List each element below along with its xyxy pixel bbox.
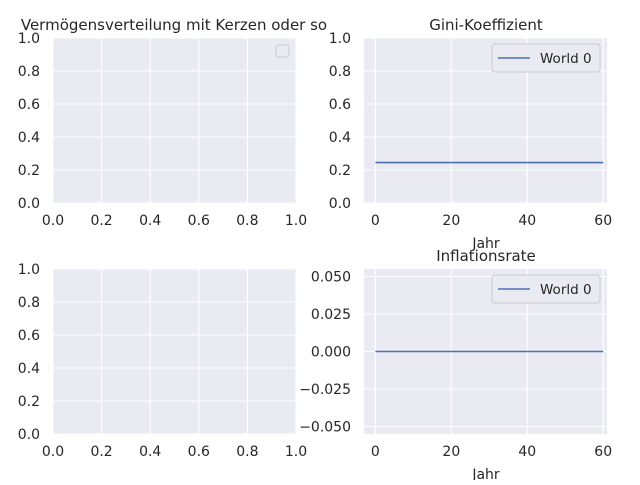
y-tick-label: 0.4 — [18, 130, 40, 146]
x-tick-label: 1.0 — [285, 213, 307, 229]
y-tick-labels: 0.0 0.2 0.4 0.6 0.8 1.0 — [18, 262, 40, 443]
x-axis-label: Jahr — [471, 236, 500, 252]
y-tick-label: 1.0 — [18, 262, 40, 278]
x-tick-label: 20 — [442, 213, 460, 229]
y-tick-label: 0.2 — [18, 163, 40, 179]
y-tick-label: 0.8 — [18, 64, 40, 80]
subplot-wealth-distribution: 0.0 0.2 0.4 0.6 0.8 1.0 0.0 0.2 0.4 0.6 0.8 1.0 Ve… — [18, 16, 327, 229]
y-tick-label: 0.6 — [18, 97, 40, 113]
y-tick-labels: 0.0 0.2 0.4 0.6 0.8 1.0 — [18, 31, 40, 212]
y-tick-label: 0.0 — [18, 427, 40, 443]
x-tick-label: 0.4 — [139, 213, 161, 229]
y-tick-label: 0.0 — [329, 196, 351, 212]
x-tick-labels: 0 20 40 60 — [371, 213, 612, 229]
subplot-gini: 0 20 40 60 0.0 0.2 0.4 0.6 0.8 1.0 Gini-Koeffizi… — [329, 16, 612, 252]
y-tick-label: 1.0 — [18, 31, 40, 47]
plot-area — [53, 38, 296, 203]
x-tick-label: 0.6 — [188, 444, 210, 460]
y-tick-label: 0.0 — [18, 196, 40, 212]
legend-label-world-0: World 0 — [540, 282, 592, 298]
grid — [52, 268, 297, 435]
x-tick-label: 40 — [518, 213, 536, 229]
x-tick-label: 0 — [371, 213, 380, 229]
x-tick-label: 0.2 — [90, 213, 112, 229]
y-tick-labels: 0.0 0.2 0.4 0.6 0.8 1.0 — [329, 31, 351, 212]
x-tick-label: 0.8 — [236, 213, 258, 229]
legend-label-world-0: World 0 — [540, 51, 592, 67]
legend[interactable]: World 0 — [491, 43, 601, 73]
y-tick-label: 0.6 — [18, 328, 40, 344]
subplot-empty: 0.0 0.2 0.4 0.6 0.8 1.0 0.0 0.2 0.4 0.6 0.8 1.0 — [18, 262, 307, 460]
y-tick-label: 0.025 — [311, 307, 351, 323]
x-tick-labels: 0.0 0.2 0.4 0.6 0.8 1.0 — [42, 444, 307, 460]
y-tick-label: 0.6 — [329, 97, 351, 113]
subplot-title: Vermögensverteilung mit Kerzen oder so — [21, 16, 327, 34]
x-tick-label: 0.6 — [188, 213, 210, 229]
legend[interactable]: World 0 — [491, 274, 601, 304]
y-tick-label: 1.0 — [329, 31, 351, 47]
x-tick-label: 0.4 — [139, 444, 161, 460]
y-tick-label: 0.4 — [18, 361, 40, 377]
x-tick-label: 0.0 — [42, 213, 64, 229]
subplot-title: Inflationsrate — [436, 247, 536, 265]
x-axis-label: Jahr — [471, 467, 500, 480]
empty-legend[interactable] — [275, 44, 290, 58]
x-tick-label: 60 — [594, 444, 612, 460]
subplot-inflation: 0 20 40 60 0.050 0.025 0.000 −0.025 −0.050 Infl… — [299, 247, 612, 483]
legend-box — [491, 43, 601, 73]
x-tick-label: 0.2 — [90, 444, 112, 460]
x-tick-label: 0 — [371, 444, 380, 460]
plot-area — [53, 269, 296, 434]
y-tick-label: 0.050 — [311, 270, 351, 286]
y-tick-label: 0.2 — [329, 163, 351, 179]
y-tick-label: −0.050 — [299, 420, 351, 436]
legend-box — [491, 274, 601, 304]
x-tick-label: 0.8 — [236, 444, 258, 460]
x-tick-labels: 0 20 40 60 — [371, 444, 612, 460]
legend-box — [275, 44, 290, 58]
y-tick-label: 0.8 — [329, 64, 351, 80]
y-tick-labels: 0.050 0.025 0.000 −0.025 −0.050 — [299, 270, 351, 436]
x-tick-labels: 0.0 0.2 0.4 0.6 0.8 1.0 — [42, 213, 307, 229]
y-tick-label: 0.000 — [311, 345, 351, 361]
x-tick-label: 0.0 — [42, 444, 64, 460]
y-tick-label: −0.025 — [299, 382, 351, 398]
x-tick-label: 20 — [442, 444, 460, 460]
y-tick-label: 0.8 — [18, 295, 40, 311]
x-tick-label: 60 — [594, 213, 612, 229]
grid — [52, 37, 297, 204]
x-tick-label: 1.0 — [285, 444, 307, 460]
y-tick-label: 0.2 — [18, 394, 40, 410]
x-tick-label: 40 — [518, 444, 536, 460]
y-tick-label: 0.4 — [329, 130, 351, 146]
subplot-title: Gini-Koeffizient — [429, 16, 543, 34]
